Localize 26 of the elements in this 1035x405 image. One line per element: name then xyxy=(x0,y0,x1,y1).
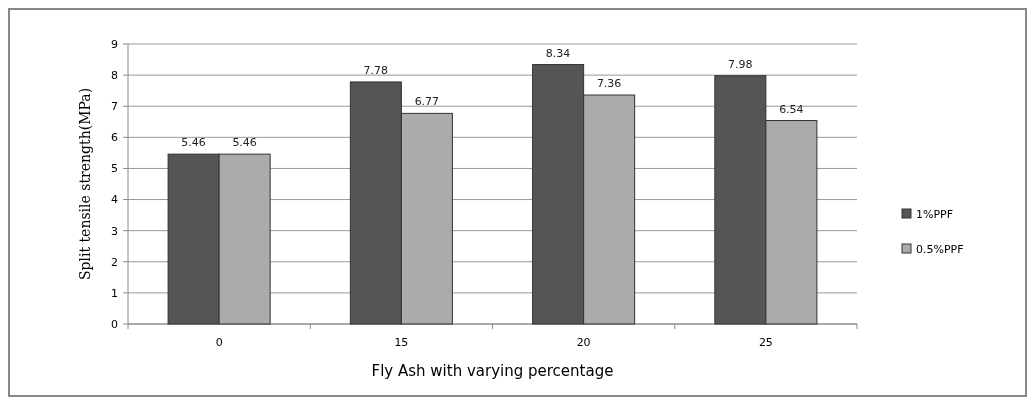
y-tick-label: 2 xyxy=(111,255,118,269)
x-tick-label: 20 xyxy=(576,336,591,349)
data-label: 5.46 xyxy=(232,136,257,150)
y-axis-title: Split tensile strength(MPa) xyxy=(77,87,93,281)
x-tick-label: 0 xyxy=(215,336,223,349)
y-tick-label: 9 xyxy=(111,37,118,51)
y-tick-label: 7 xyxy=(111,100,118,114)
x-tick-label: 15 xyxy=(394,336,409,349)
legend-label: 1%PPF xyxy=(916,207,954,221)
y-tick-label: 1 xyxy=(111,286,118,300)
data-label: 7.78 xyxy=(363,63,389,77)
x-tick-label: 25 xyxy=(758,336,773,349)
y-tick-label: 0 xyxy=(111,317,118,331)
data-label: 6.77 xyxy=(414,95,440,109)
y-tick-label: 5 xyxy=(111,162,118,176)
legend-label: 0.5%PPF xyxy=(916,242,964,256)
data-label: 8.34 xyxy=(545,46,571,60)
data-label: 6.54 xyxy=(779,102,804,116)
x-axis-title: Fly Ash with varying percentage xyxy=(371,362,614,380)
data-label: 5.46 xyxy=(181,136,206,150)
data-label: 7.36 xyxy=(596,77,622,91)
data-label: 7.98 xyxy=(728,57,753,71)
y-tick-label: 4 xyxy=(111,193,118,207)
y-tick-label: 8 xyxy=(111,68,118,82)
y-tick-label: 6 xyxy=(111,131,118,145)
y-tick-label: 3 xyxy=(111,224,118,238)
